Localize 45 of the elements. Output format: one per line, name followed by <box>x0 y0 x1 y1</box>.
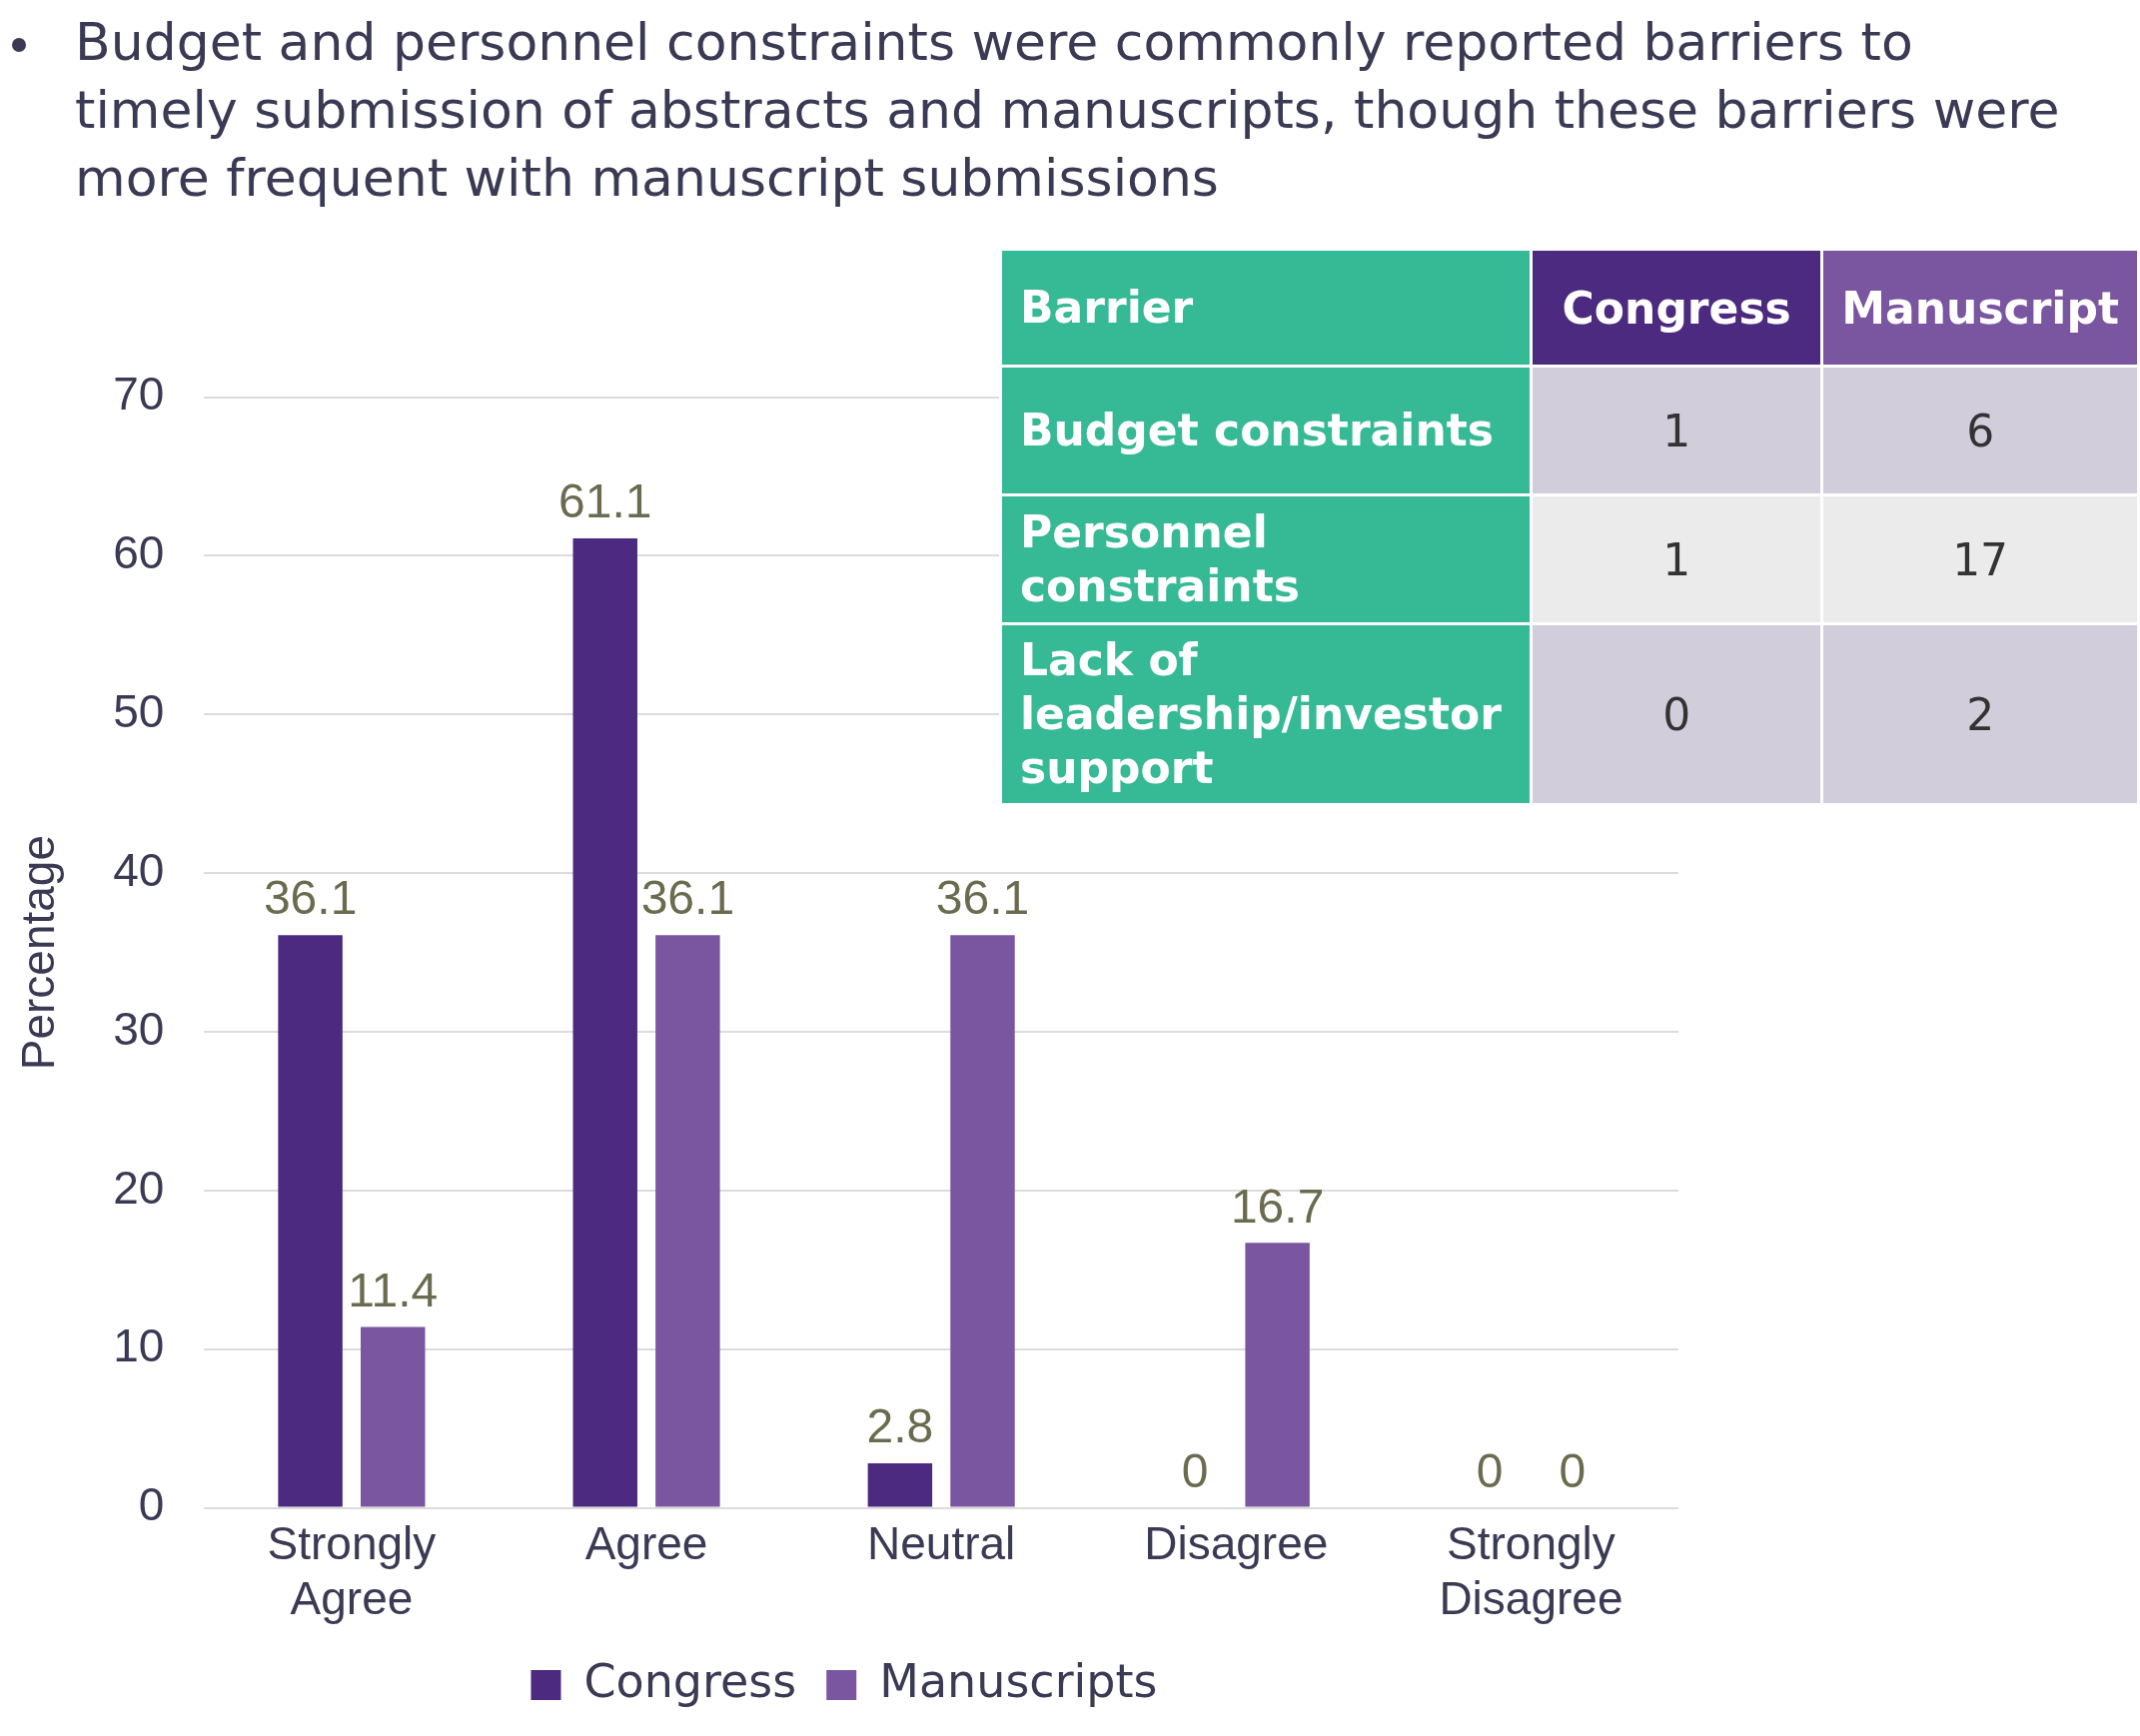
bar <box>1245 1243 1310 1507</box>
data-label: 16.7 <box>1230 1179 1325 1233</box>
y-tick-label: 30 <box>113 1002 165 1055</box>
table-header-cell: Barrier <box>1000 249 1532 367</box>
data-label: 0 <box>1531 623 1822 805</box>
table-row-header-cell: Budget constraints <box>1000 366 1532 495</box>
bar <box>278 935 343 1507</box>
y-tick-label: 0 <box>138 1478 165 1531</box>
data-label: 36.1 <box>935 871 1030 925</box>
y-tick-label: 10 <box>113 1319 165 1372</box>
y-tick-label: 40 <box>113 843 165 896</box>
table-row-header-cell: Personnel constraints <box>1000 494 1532 624</box>
data-label: 0 <box>1476 1443 1504 1497</box>
y-tick-label: 50 <box>113 685 165 737</box>
x-tick-label: Strongly Agree <box>267 1516 437 1625</box>
data-label: 17 <box>1821 494 2139 624</box>
y-axis-title: Percentage <box>12 834 65 1071</box>
table-row-header-cell: Lack of leadership/investor support <box>1000 623 1532 805</box>
data-label: 1 <box>1531 366 1822 495</box>
y-tick-label: 20 <box>113 1161 165 1214</box>
x-tick-label: Neutral <box>867 1516 1016 1569</box>
legend-label: Congress <box>583 1653 797 1708</box>
y-tick-label: 60 <box>113 526 165 579</box>
data-label: 6 <box>1821 366 2139 495</box>
bar <box>655 935 720 1507</box>
bar <box>572 537 637 1507</box>
bar <box>867 1463 933 1507</box>
bar <box>361 1326 426 1507</box>
data-label: 36.1 <box>640 871 735 925</box>
data-label: 2 <box>1821 623 2139 805</box>
x-tick-label: Agree <box>584 1516 708 1569</box>
data-label: 11.4 <box>348 1263 439 1316</box>
data-label: 0 <box>1559 1443 1587 1497</box>
bar <box>950 935 1015 1507</box>
data-label: 0 <box>1181 1443 1209 1497</box>
legend-label: Manuscripts <box>879 1653 1158 1708</box>
x-tick-label: Disagree <box>1144 1516 1329 1569</box>
data-label: 61.1 <box>558 474 652 528</box>
chart-title: Budget and personnel constraints were commonly reported barriers to timely submission of abstracts and manuscripts, though these barriers were more frequent with manuscript submissions <box>75 11 2061 210</box>
data-label: 1 <box>1531 494 1822 624</box>
x-tick-label: Strongly Disagree <box>1439 1516 1623 1625</box>
y-tick-label: 70 <box>113 368 165 421</box>
data-label: 2.8 <box>866 1399 934 1453</box>
x-tick-label: Manuscript <box>1821 249 2139 367</box>
data-label: 36.1 <box>263 871 358 925</box>
